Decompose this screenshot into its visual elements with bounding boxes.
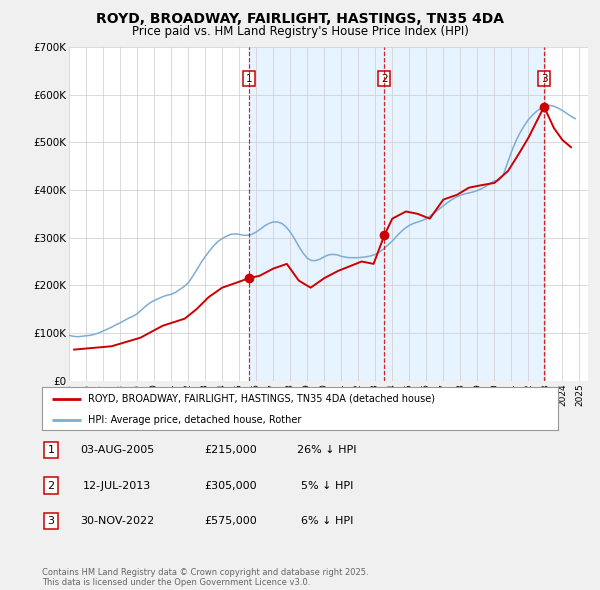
Text: 2: 2 — [381, 74, 388, 84]
Text: £215,000: £215,000 — [205, 445, 257, 455]
Text: 1: 1 — [246, 74, 253, 84]
Text: 1: 1 — [47, 445, 55, 455]
Text: Contains HM Land Registry data © Crown copyright and database right 2025.
This d: Contains HM Land Registry data © Crown c… — [42, 568, 368, 587]
Text: ROYD, BROADWAY, FAIRLIGHT, HASTINGS, TN35 4DA (detached house): ROYD, BROADWAY, FAIRLIGHT, HASTINGS, TN3… — [88, 394, 436, 404]
Text: 03-AUG-2005: 03-AUG-2005 — [80, 445, 154, 455]
Text: Price paid vs. HM Land Registry's House Price Index (HPI): Price paid vs. HM Land Registry's House … — [131, 25, 469, 38]
Text: 3: 3 — [47, 516, 55, 526]
Text: £305,000: £305,000 — [205, 481, 257, 490]
Text: 5% ↓ HPI: 5% ↓ HPI — [301, 481, 353, 490]
Text: 12-JUL-2013: 12-JUL-2013 — [83, 481, 151, 490]
Text: 3: 3 — [541, 74, 547, 84]
Text: HPI: Average price, detached house, Rother: HPI: Average price, detached house, Roth… — [88, 415, 302, 425]
Text: 6% ↓ HPI: 6% ↓ HPI — [301, 516, 353, 526]
Text: £575,000: £575,000 — [205, 516, 257, 526]
Bar — [385, 47, 544, 381]
Bar — [249, 47, 385, 381]
Text: ROYD, BROADWAY, FAIRLIGHT, HASTINGS, TN35 4DA: ROYD, BROADWAY, FAIRLIGHT, HASTINGS, TN3… — [96, 12, 504, 26]
Text: 2: 2 — [47, 481, 55, 490]
Text: 26% ↓ HPI: 26% ↓ HPI — [297, 445, 357, 455]
Text: 30-NOV-2022: 30-NOV-2022 — [80, 516, 154, 526]
